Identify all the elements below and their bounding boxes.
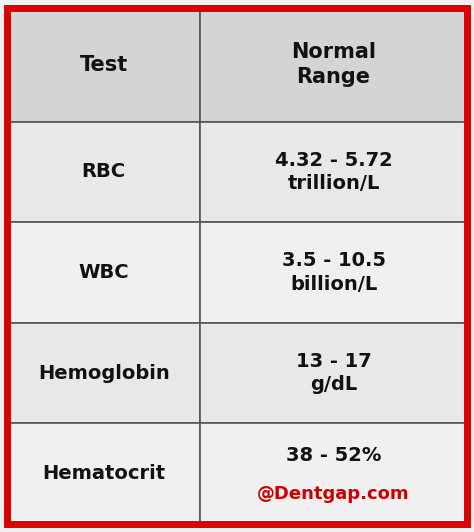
Bar xyxy=(200,121,467,222)
Text: RBC: RBC xyxy=(82,162,126,181)
Text: 13 - 17
g/dL: 13 - 17 g/dL xyxy=(296,352,372,394)
Bar xyxy=(7,222,200,323)
Text: Hemoglobin: Hemoglobin xyxy=(38,363,170,383)
Text: @Dentgap.com: @Dentgap.com xyxy=(257,485,410,503)
Text: 38 - 52%: 38 - 52% xyxy=(286,446,381,465)
Bar xyxy=(7,121,200,222)
Bar xyxy=(7,8,200,121)
Bar xyxy=(200,323,467,423)
Bar xyxy=(200,8,467,121)
Bar xyxy=(200,222,467,323)
Bar xyxy=(7,423,200,524)
Bar xyxy=(7,323,200,423)
Text: Test: Test xyxy=(80,55,128,74)
Text: WBC: WBC xyxy=(78,263,129,282)
Bar xyxy=(200,423,467,524)
Text: Normal
Range: Normal Range xyxy=(291,43,376,87)
Text: Hematocrit: Hematocrit xyxy=(42,464,165,483)
Text: 4.32 - 5.72
trillion/L: 4.32 - 5.72 trillion/L xyxy=(274,151,392,193)
Text: 3.5 - 10.5
billion/L: 3.5 - 10.5 billion/L xyxy=(282,251,385,294)
